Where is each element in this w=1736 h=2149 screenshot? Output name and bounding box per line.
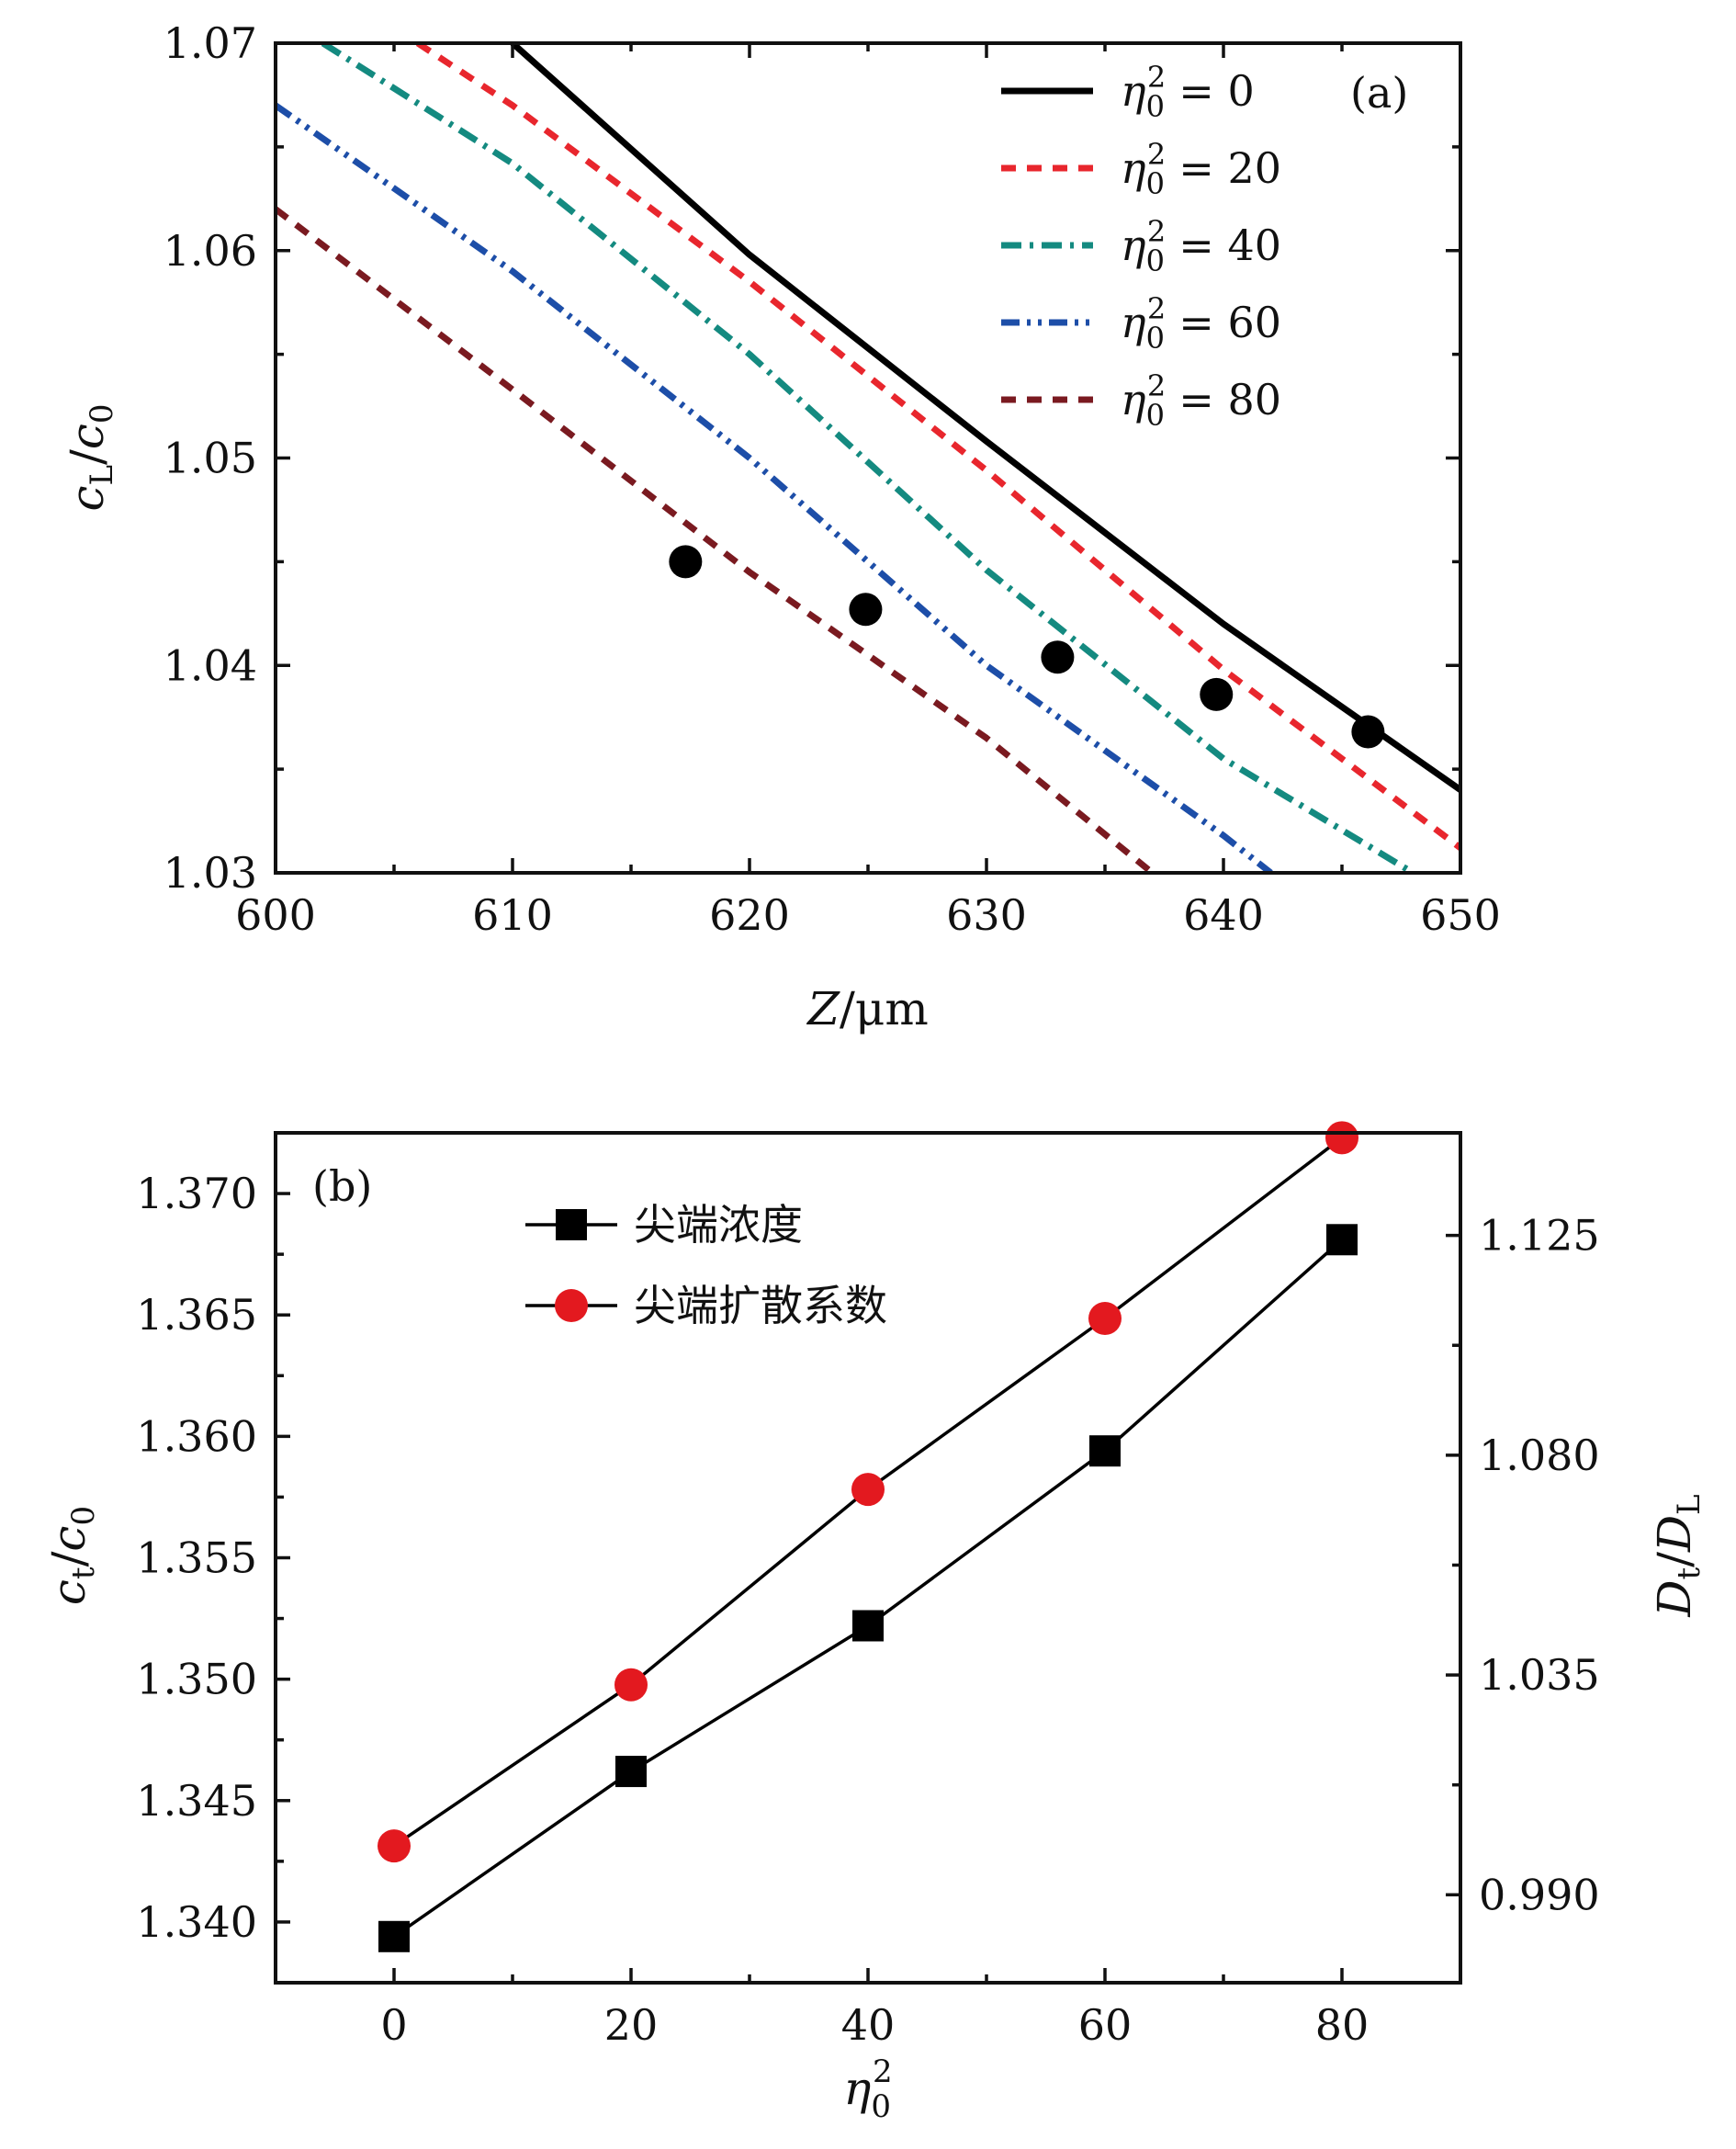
panel-b-frame xyxy=(274,1131,1462,1985)
panel-a-xtick-label: 610 xyxy=(472,890,553,940)
panel-a-marker-point xyxy=(1041,640,1075,674)
panel-a-marker-point xyxy=(849,593,883,627)
panel-a-ytick-label: 1.04 xyxy=(163,640,257,690)
panel-a-axes: 600 610 620 630 640 650 1.03 1.04 1.05 1.06 1.07 xyxy=(163,18,1501,940)
panel-b-series-line-0 xyxy=(392,1238,1344,1939)
panel-b-ytick-label: 1.340 xyxy=(136,1897,257,1947)
panel-b-ytick-label: 1.350 xyxy=(136,1655,257,1704)
panel-b-y2tick-label: 1.125 xyxy=(1479,1211,1600,1261)
panel-b-circle-marker xyxy=(614,1668,648,1702)
panel-a-legend-label-2: η02 = 40 xyxy=(1121,214,1281,278)
panel-b-circle-marker xyxy=(1325,1121,1358,1155)
panel-a-series-line-4 xyxy=(276,206,1155,873)
panel-a-legend: η02 = 0 η02 = 20 η02 = 40 η02 = 60 η02 = 80 xyxy=(1001,60,1281,433)
panel-a-plot-area xyxy=(276,43,1460,873)
panel-b-y2tick-label: 1.080 xyxy=(1479,1431,1600,1480)
panel-a-series-line-0 xyxy=(510,43,1460,793)
panel-a-marker-point xyxy=(669,545,703,579)
panel-a-xtick-label: 650 xyxy=(1420,890,1501,940)
panel-a-frame xyxy=(274,41,1462,875)
panel-b-ylabel: ct/c0 xyxy=(42,1506,102,1605)
panel-a-xtick-label: 630 xyxy=(946,890,1027,940)
panel-a-xtick-label: 620 xyxy=(709,890,790,940)
panel-a-ytick-label: 1.03 xyxy=(163,848,257,898)
panel-a-legend-label-1: η02 = 20 xyxy=(1121,137,1281,201)
panel-a-line-chart: 600 610 620 630 640 650 1.03 1.04 1.05 1.06 1.07 (… xyxy=(61,18,1501,1035)
panel-b-legend-circle xyxy=(555,1289,588,1322)
panel-b-ytick-label: 1.365 xyxy=(136,1290,257,1340)
panel-b-square-marker xyxy=(852,1610,884,1642)
panel-b-xtick-label: 80 xyxy=(1315,2000,1370,2050)
panel-a-tag: (a) xyxy=(1350,68,1408,118)
panel-b-legend-square xyxy=(556,1209,587,1240)
panel-a-marker-point xyxy=(1351,715,1385,749)
panel-b-ytick-label: 1.345 xyxy=(136,1776,257,1826)
panel-a-legend-label-0: η02 = 0 xyxy=(1121,60,1255,124)
panel-b-xtick-label: 0 xyxy=(380,2000,407,2050)
panel-a-legend-label-3: η02 = 60 xyxy=(1121,291,1281,356)
panel-b-legend-label-0: 尖端浓度 xyxy=(634,1200,803,1250)
panel-b-y2label: Dt/DL xyxy=(1648,1494,1708,1617)
panel-a-legend-label-4: η02 = 80 xyxy=(1121,368,1281,433)
panel-b-y2tick-label: 0.990 xyxy=(1479,1870,1600,1919)
panel-b-circle-marker xyxy=(851,1473,885,1507)
panel-a-ytick-label: 1.05 xyxy=(163,434,257,483)
panel-a-ytick-label: 1.06 xyxy=(163,226,257,276)
panel-b-axes: 0 20 40 60 80 1.340 1.345 1.350 1.355 1.360 1.365 1… xyxy=(136,1169,1599,2050)
panel-b-ytick-label: 1.370 xyxy=(136,1169,257,1218)
panel-b-legend-label-1: 尖端扩散系数 xyxy=(634,1281,887,1330)
panel-b-ytick-label: 1.355 xyxy=(136,1533,257,1583)
panel-b-xtick-label: 60 xyxy=(1078,2000,1133,2050)
panel-a-ylabel: cL/c0 xyxy=(61,403,120,511)
panel-b-plot-area xyxy=(378,1121,1358,1952)
panel-a-series-line-2 xyxy=(321,43,1415,873)
panel-b-tag: (b) xyxy=(312,1161,372,1211)
panel-b-square-marker xyxy=(378,1920,410,1952)
panel-a-marker-point xyxy=(1200,677,1234,711)
panel-a-series-line-3 xyxy=(276,102,1273,873)
panel-b-square-marker xyxy=(1326,1224,1358,1256)
panel-b-xtick-label: 40 xyxy=(841,2000,896,2050)
panel-b-circle-marker xyxy=(1088,1302,1122,1336)
panel-a-xtick-label: 640 xyxy=(1183,890,1264,940)
panel-b-line-chart: 0 20 40 60 80 1.340 1.345 1.350 1.355 1.360 1.365 1… xyxy=(42,1121,1708,2125)
panel-a-xtick-label: 600 xyxy=(235,890,316,940)
panel-b-square-marker xyxy=(1089,1435,1121,1467)
panel-b-xtick-label: 20 xyxy=(604,2000,659,2050)
panel-b-xlabel: η02 xyxy=(843,2053,892,2125)
panel-b-y2tick-label: 1.035 xyxy=(1479,1650,1600,1700)
panel-b-ytick-label: 1.360 xyxy=(136,1411,257,1461)
panel-a-xlabel: Z/μm xyxy=(806,982,929,1035)
panel-b-circle-marker xyxy=(378,1829,411,1863)
panel-a-series-line-1 xyxy=(415,43,1460,851)
panel-a-ytick-label: 1.07 xyxy=(163,18,257,68)
panel-b-square-marker xyxy=(615,1756,647,1788)
